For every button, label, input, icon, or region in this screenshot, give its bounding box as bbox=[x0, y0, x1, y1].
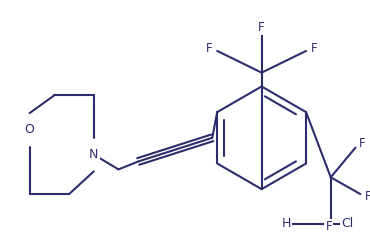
Text: O: O bbox=[25, 123, 34, 136]
Text: H: H bbox=[282, 217, 291, 230]
Text: F: F bbox=[258, 21, 265, 34]
Text: F: F bbox=[326, 220, 332, 233]
Text: F: F bbox=[206, 42, 213, 55]
Text: F: F bbox=[311, 42, 317, 55]
Text: F: F bbox=[359, 137, 366, 150]
Text: F: F bbox=[365, 190, 370, 203]
Text: Cl: Cl bbox=[342, 217, 354, 230]
Text: N: N bbox=[89, 148, 98, 161]
